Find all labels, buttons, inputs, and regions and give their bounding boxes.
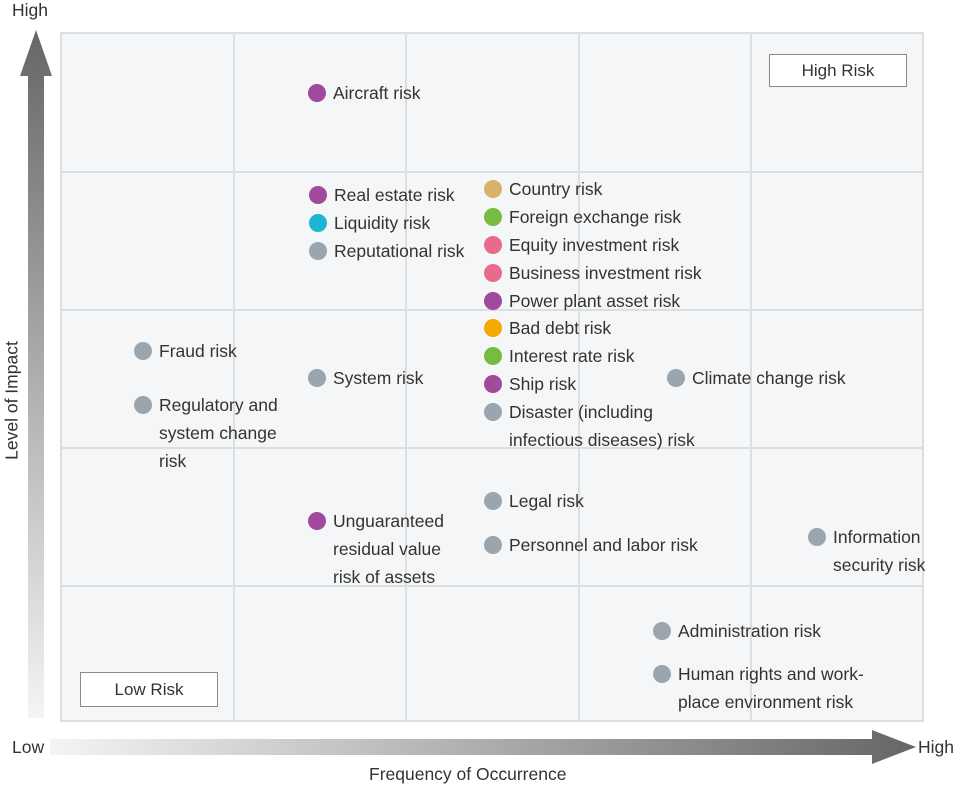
risk-dot	[309, 186, 327, 204]
grid-hline	[62, 309, 922, 311]
grid-vline	[405, 34, 407, 720]
risk-item-system: System risk	[308, 367, 423, 392]
risk-dot	[484, 403, 502, 421]
risk-label: Legal risk	[509, 491, 584, 511]
y-axis-arrow	[20, 30, 52, 718]
risk-label: Regulatory and system change risk	[159, 395, 278, 471]
risk-label: Personnel and labor risk	[509, 535, 698, 555]
risk-dot	[653, 622, 671, 640]
risk-label: Disaster (including infectious diseases)…	[509, 402, 695, 450]
risk-item-aircraft: Aircraft risk	[308, 82, 421, 107]
grid-hline	[62, 171, 922, 173]
grid-hline	[62, 447, 922, 449]
risk-label: System risk	[333, 368, 424, 388]
risk-dot	[309, 214, 327, 232]
grid-vline	[750, 34, 752, 720]
y-axis-title: Level of Impact	[1, 341, 22, 460]
risk-item-country: Country risk	[484, 178, 602, 203]
risk-item-business-investment: Business investment risk	[484, 262, 702, 287]
low-risk-box: Low Risk	[80, 672, 218, 707]
grid-vline	[578, 34, 580, 720]
risk-item-legal: Legal risk	[484, 490, 584, 515]
x-axis-title: Frequency of Occurrence	[369, 764, 567, 784]
risk-label: Reputational risk	[334, 241, 465, 261]
risk-item-liquidity: Liquidity risk	[309, 212, 430, 237]
risk-item-regulatory: Regulatory and system change risk	[134, 394, 278, 475]
risk-label: Interest rate risk	[509, 346, 635, 366]
risk-label: Information security risk	[833, 527, 926, 575]
risk-item-ship: Ship risk	[484, 373, 576, 398]
risk-item-disaster: Disaster (including infectious diseases)…	[484, 401, 695, 454]
grid-vline	[233, 34, 235, 720]
risk-dot	[653, 665, 671, 683]
risk-dot	[484, 292, 502, 310]
risk-item-information-security: Information security risk	[808, 526, 925, 579]
risk-dot	[484, 319, 502, 337]
risk-item-power-plant-asset: Power plant asset risk	[484, 290, 680, 315]
risk-label: Human rights and work- place environment…	[678, 664, 864, 712]
risk-item-human-rights: Human rights and work- place environment…	[653, 663, 864, 716]
risk-label: Unguaranteed residual value risk of asse…	[333, 511, 444, 587]
risk-dot	[484, 208, 502, 226]
x-axis-high-label: High	[918, 737, 954, 757]
risk-label: Real estate risk	[334, 185, 455, 205]
risk-item-climate-change: Climate change risk	[667, 367, 846, 392]
risk-dot	[484, 264, 502, 282]
risk-dot	[134, 342, 152, 360]
risk-item-administration: Administration risk	[653, 620, 821, 645]
risk-item-foreign-exchange: Foreign exchange risk	[484, 206, 681, 231]
risk-label: Business investment risk	[509, 263, 702, 283]
risk-dot	[134, 396, 152, 414]
risk-dot	[484, 347, 502, 365]
risk-label: Fraud risk	[159, 341, 237, 361]
risk-label: Climate change risk	[692, 368, 846, 388]
high-risk-box: High Risk	[769, 54, 907, 87]
risk-dot	[484, 180, 502, 198]
risk-item-reputational: Reputational risk	[309, 240, 464, 265]
risk-label: Foreign exchange risk	[509, 207, 682, 227]
risk-label: Aircraft risk	[333, 83, 421, 103]
risk-item-interest-rate: Interest rate risk	[484, 345, 634, 370]
x-axis-low-label: Low	[12, 737, 45, 757]
risk-label: Liquidity risk	[334, 213, 431, 233]
grid-hline	[62, 585, 922, 587]
risk-item-bad-debt: Bad debt risk	[484, 317, 611, 342]
y-axis-high-label: High	[12, 0, 48, 20]
risk-label: Bad debt risk	[509, 318, 612, 338]
risk-item-unguaranteed-residual: Unguaranteed residual value risk of asse…	[308, 510, 444, 591]
risk-item-personnel-labor: Personnel and labor risk	[484, 534, 698, 559]
x-axis-arrow	[50, 730, 916, 764]
risk-item-fraud: Fraud risk	[134, 340, 237, 365]
risk-item-equity-investment: Equity investment risk	[484, 234, 679, 259]
risk-label: Country risk	[509, 179, 603, 199]
risk-dot	[484, 492, 502, 510]
risk-label: Power plant asset risk	[509, 291, 681, 311]
risk-item-real-estate: Real estate risk	[309, 184, 455, 209]
risk-label: Administration risk	[678, 621, 821, 641]
risk-dot	[484, 236, 502, 254]
risk-dot	[667, 369, 685, 387]
risk-label: Equity investment risk	[509, 235, 680, 255]
risk-label: Ship risk	[509, 374, 577, 394]
risk-dot	[308, 369, 326, 387]
risk-dot	[309, 242, 327, 260]
risk-dot	[808, 528, 826, 546]
risk-dot	[308, 512, 326, 530]
risk-dot	[484, 536, 502, 554]
risk-dot	[308, 84, 326, 102]
risk-dot	[484, 375, 502, 393]
